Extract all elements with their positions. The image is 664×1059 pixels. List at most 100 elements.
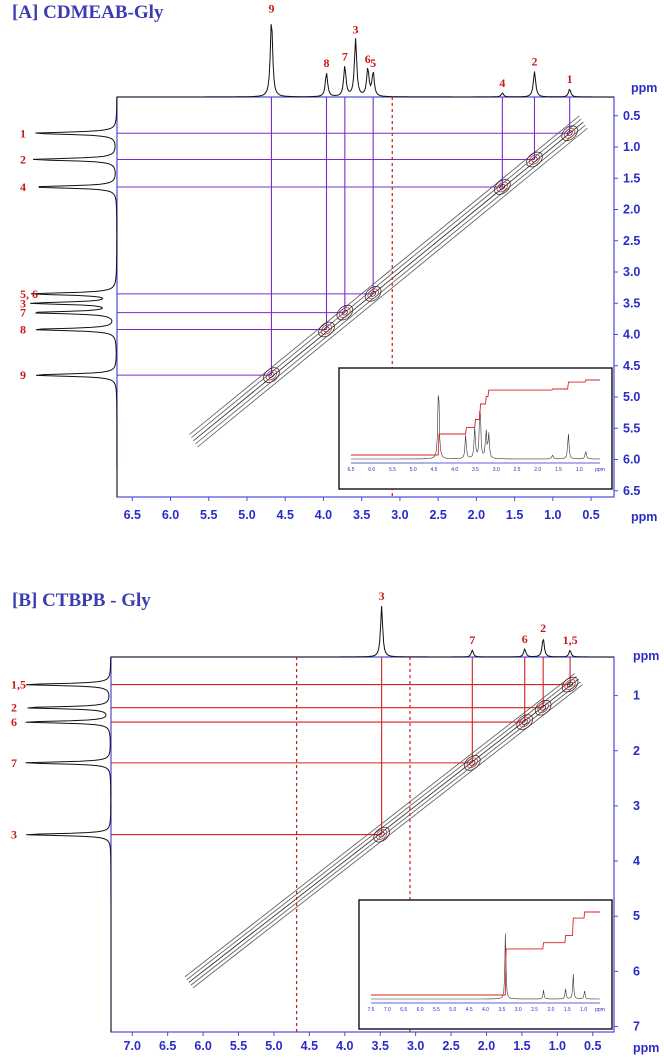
cross-peak-contour bbox=[370, 291, 377, 297]
x-tick-label: 7.0 bbox=[124, 1039, 141, 1053]
inset-tick-label: 5.5 bbox=[433, 1007, 440, 1013]
inset-tick-label: 2.0 bbox=[534, 467, 541, 473]
y-tick-label: 1.5 bbox=[623, 171, 640, 185]
x-tick-label: 6.5 bbox=[159, 1039, 176, 1053]
x-tick-label: 5.0 bbox=[265, 1039, 282, 1053]
inset-tick-label: 4.5 bbox=[431, 467, 438, 473]
panel-b: 7.0 6.5 6.0 5.5 5.0 4.5 4.0 3.5 3.0 2.5 2.0 1.5 1.0 0… bbox=[11, 589, 659, 1055]
cross-peak-contour bbox=[567, 681, 574, 688]
x-tick-label: 6.5 bbox=[124, 508, 141, 522]
cross-peak-contour bbox=[499, 184, 506, 190]
cross-peak-contour bbox=[531, 156, 538, 163]
side-peak-label: 9 bbox=[20, 368, 26, 382]
top-peak-label: 7 bbox=[469, 633, 475, 647]
diagonal-contour bbox=[191, 118, 582, 438]
diagonal-contour bbox=[193, 121, 584, 442]
inset-tick-label: 5.0 bbox=[449, 1007, 456, 1013]
inset-tick-label: 3.5 bbox=[472, 467, 479, 473]
x-tick-label: 4.0 bbox=[315, 508, 332, 522]
top-projection-spectrum bbox=[111, 605, 614, 658]
inset-tick-label: 1.0 bbox=[580, 1007, 587, 1013]
cross-peak-contour bbox=[265, 369, 278, 381]
inset-tick-label: 6.0 bbox=[368, 467, 375, 473]
y-tick-label: 3.5 bbox=[623, 296, 640, 310]
cross-peak-contour bbox=[323, 326, 330, 333]
top-peak-label: 5 bbox=[370, 56, 376, 70]
cross-peak-contour bbox=[561, 676, 579, 693]
side-projection-spectrum bbox=[30, 97, 118, 497]
x-tick-label: 2.0 bbox=[478, 1039, 495, 1053]
inset-tick-label: 3.0 bbox=[493, 467, 500, 473]
cross-peak-contour bbox=[496, 181, 508, 193]
cross-peak-contour bbox=[561, 125, 578, 141]
y-tick-label: 2.0 bbox=[623, 203, 640, 217]
inset-tick-label: ppm bbox=[595, 1007, 605, 1013]
x-tick-label: 3.5 bbox=[353, 508, 370, 522]
inset-tick-label: 1.5 bbox=[555, 467, 562, 473]
x-tick-label: 5.5 bbox=[230, 1039, 247, 1053]
top-peak-label: 7 bbox=[342, 50, 348, 64]
inset-tick-label: 5.5 bbox=[389, 467, 396, 473]
x-tick-label: 3.0 bbox=[391, 508, 408, 522]
x-tick-label: 2.5 bbox=[442, 1039, 459, 1053]
cross-peak-contour bbox=[540, 704, 547, 711]
top-projection-spectrum bbox=[117, 24, 614, 98]
side-peak-label: 7 bbox=[20, 306, 26, 320]
plot-frame bbox=[116, 96, 615, 498]
side-peak-label: 1 bbox=[20, 126, 26, 140]
x-tick-label: 0.5 bbox=[584, 1039, 601, 1053]
cross-peak-contour bbox=[494, 179, 511, 195]
diagonal-contour bbox=[197, 127, 588, 448]
top-peak-label: 1 bbox=[567, 72, 573, 86]
x-tick-label: 5.0 bbox=[238, 508, 255, 522]
y-tick-label: 6.0 bbox=[623, 453, 640, 467]
cross-peak-contour bbox=[378, 831, 385, 838]
inset-integral-curve bbox=[371, 911, 600, 996]
inset-tick-label: 3.5 bbox=[498, 1007, 505, 1013]
cross-peak-contour bbox=[469, 760, 476, 766]
inset-tick-label: 6.5 bbox=[348, 467, 355, 473]
top-peak-label: 1,5 bbox=[563, 633, 578, 647]
top-peak-label: 2 bbox=[531, 54, 537, 68]
y-tick-label: 4.0 bbox=[623, 328, 640, 342]
panel-a: 6.5 6.0 5.5 5.0 4.5 4.0 3.5 3.0 2.5 2.0 1.5 1.0 0.5 0… bbox=[20, 2, 657, 524]
cross-peak-contour bbox=[534, 699, 552, 716]
top-peak-label: 2 bbox=[540, 621, 546, 635]
y-tick-label: 5.0 bbox=[623, 390, 640, 404]
inset-tick-label: 2.5 bbox=[514, 467, 521, 473]
panel-b-title: [B] CTBPB - Gly bbox=[12, 590, 151, 611]
cross-peak-contour bbox=[341, 309, 348, 316]
inset-tick-label: 3.0 bbox=[515, 1007, 522, 1013]
cross-peak-contour bbox=[464, 755, 481, 771]
cross-peak-contour bbox=[336, 304, 354, 321]
top-peak-label: 4 bbox=[499, 76, 505, 90]
y-tick-label: 4 bbox=[633, 854, 640, 868]
x-tick-label: 2.0 bbox=[468, 508, 485, 522]
cross-peak-contour bbox=[367, 288, 379, 300]
side-projection-spectrum bbox=[25, 657, 112, 1032]
side-peak-label: 8 bbox=[20, 323, 26, 337]
x-tick-label: 1.5 bbox=[506, 508, 523, 522]
cross-peak-contour bbox=[268, 372, 275, 378]
y-tick-label: 6 bbox=[633, 964, 640, 978]
cross-peak-contour bbox=[564, 679, 576, 690]
side-peak-label: 3 bbox=[20, 296, 26, 310]
cross-peak-contour bbox=[519, 716, 531, 728]
x-unit-label: ppm bbox=[631, 510, 657, 524]
y-tick-label: 3 bbox=[633, 799, 640, 813]
x-tick-label: 3.5 bbox=[372, 1039, 389, 1053]
inset-tick-label: ppm bbox=[595, 467, 605, 473]
x-tick-label: 3.0 bbox=[407, 1039, 424, 1053]
x-tick-label: 4.5 bbox=[301, 1039, 318, 1053]
top-peak-label: 8 bbox=[324, 56, 330, 70]
inset-tick-label: 4.0 bbox=[482, 1007, 489, 1013]
x-tick-label: 6.0 bbox=[162, 508, 179, 522]
y-tick-label: 1 bbox=[633, 689, 640, 703]
cross-peak-contour bbox=[339, 307, 351, 318]
inset-frame bbox=[358, 899, 613, 1030]
y-unit-label: ppm bbox=[631, 81, 657, 95]
cross-peak-contour bbox=[564, 127, 576, 139]
inset-tick-label: 4.0 bbox=[451, 467, 458, 473]
y-tick-label: 7 bbox=[633, 1019, 640, 1033]
y-tick-label: 4.5 bbox=[623, 359, 640, 373]
